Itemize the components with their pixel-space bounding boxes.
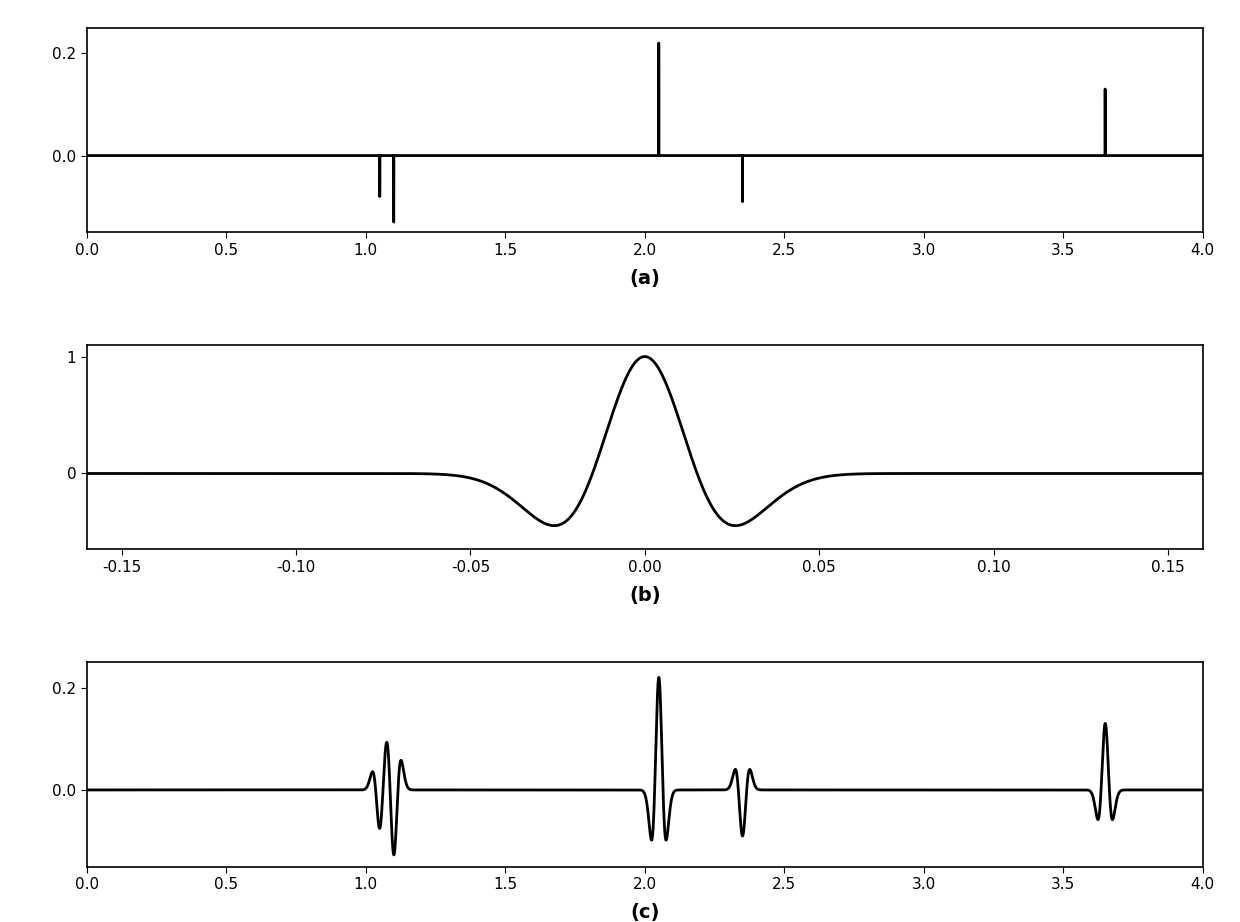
X-axis label: (c): (c) bbox=[630, 904, 660, 922]
X-axis label: (a): (a) bbox=[630, 269, 660, 288]
X-axis label: (b): (b) bbox=[629, 586, 661, 605]
